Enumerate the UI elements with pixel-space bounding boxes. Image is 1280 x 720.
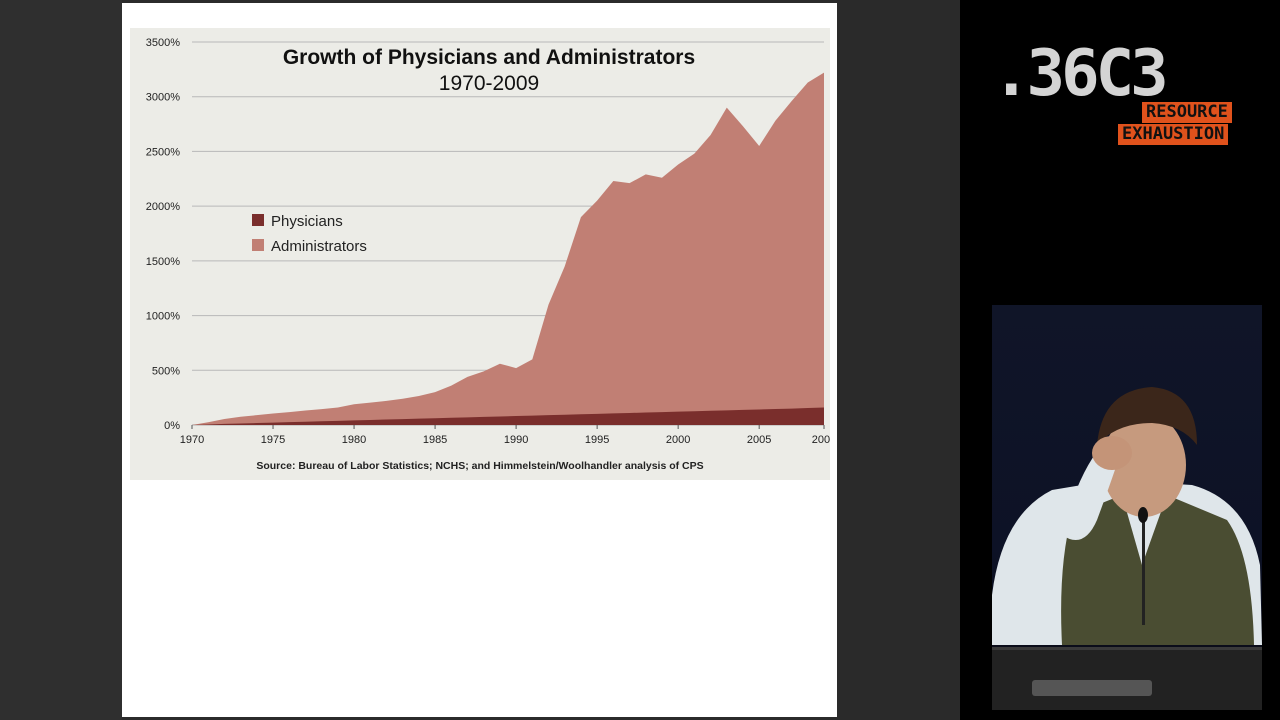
x-tick-label: 2009 (812, 434, 830, 446)
legend-label-administrators: Administrators (271, 238, 367, 255)
speaker-camera-feed (992, 305, 1262, 710)
y-tick-label: 500% (152, 365, 180, 377)
event-logo: .36C3 RESOURCE EXHAUSTION (992, 32, 1254, 152)
chart-title: Growth of Physicians and Administrators (283, 46, 695, 69)
background-gap (837, 0, 960, 720)
x-tick-label: 1995 (585, 434, 609, 446)
y-tick-label: 2500% (146, 146, 180, 158)
lectern-sign (1032, 680, 1152, 696)
physicians-area (192, 407, 824, 425)
x-tick-label: 1975 (261, 434, 285, 446)
y-tick-label: 2000% (146, 201, 180, 213)
y-tick-label: 1000% (146, 311, 180, 323)
chart-subtitle: 1970-2009 (439, 72, 539, 95)
legend-label-physicians: Physicians (271, 213, 343, 230)
y-tick-label: 3000% (146, 92, 180, 104)
x-tick-label: 2000 (666, 434, 690, 446)
chart-source: Source: Bureau of Labor Statistics; NCHS… (256, 460, 703, 472)
x-tick-label: 1985 (423, 434, 447, 446)
speaker-figure (992, 387, 1262, 645)
y-tick-label: 0% (164, 420, 180, 432)
axis-layer: 0% 500% 1000% 1500% 2000% 2500% 3000% 3500% 1970… (146, 37, 830, 446)
y-tick-label: 1500% (146, 256, 180, 268)
x-tick-label: 1970 (180, 434, 204, 446)
x-tick-label: 2005 (747, 434, 771, 446)
logo-subtitle-line1: RESOURCE (1142, 102, 1232, 123)
logo-subtitle-line2: EXHAUSTION (1118, 124, 1229, 145)
legend-swatch-administrators (252, 239, 264, 251)
y-tick-label: 3500% (146, 37, 180, 49)
x-tick-label: 1990 (504, 434, 528, 446)
lectern (992, 647, 1262, 710)
legend-swatch-physicians (252, 214, 264, 226)
x-tick-label: 1980 (342, 434, 366, 446)
left-background-strip (0, 0, 122, 720)
area-chart: 0% 500% 1000% 1500% 2000% 2500% 3000% 3500% 1970… (146, 37, 830, 472)
administrators-area (192, 72, 824, 425)
logo-main-text: .36C3 (992, 37, 1169, 111)
